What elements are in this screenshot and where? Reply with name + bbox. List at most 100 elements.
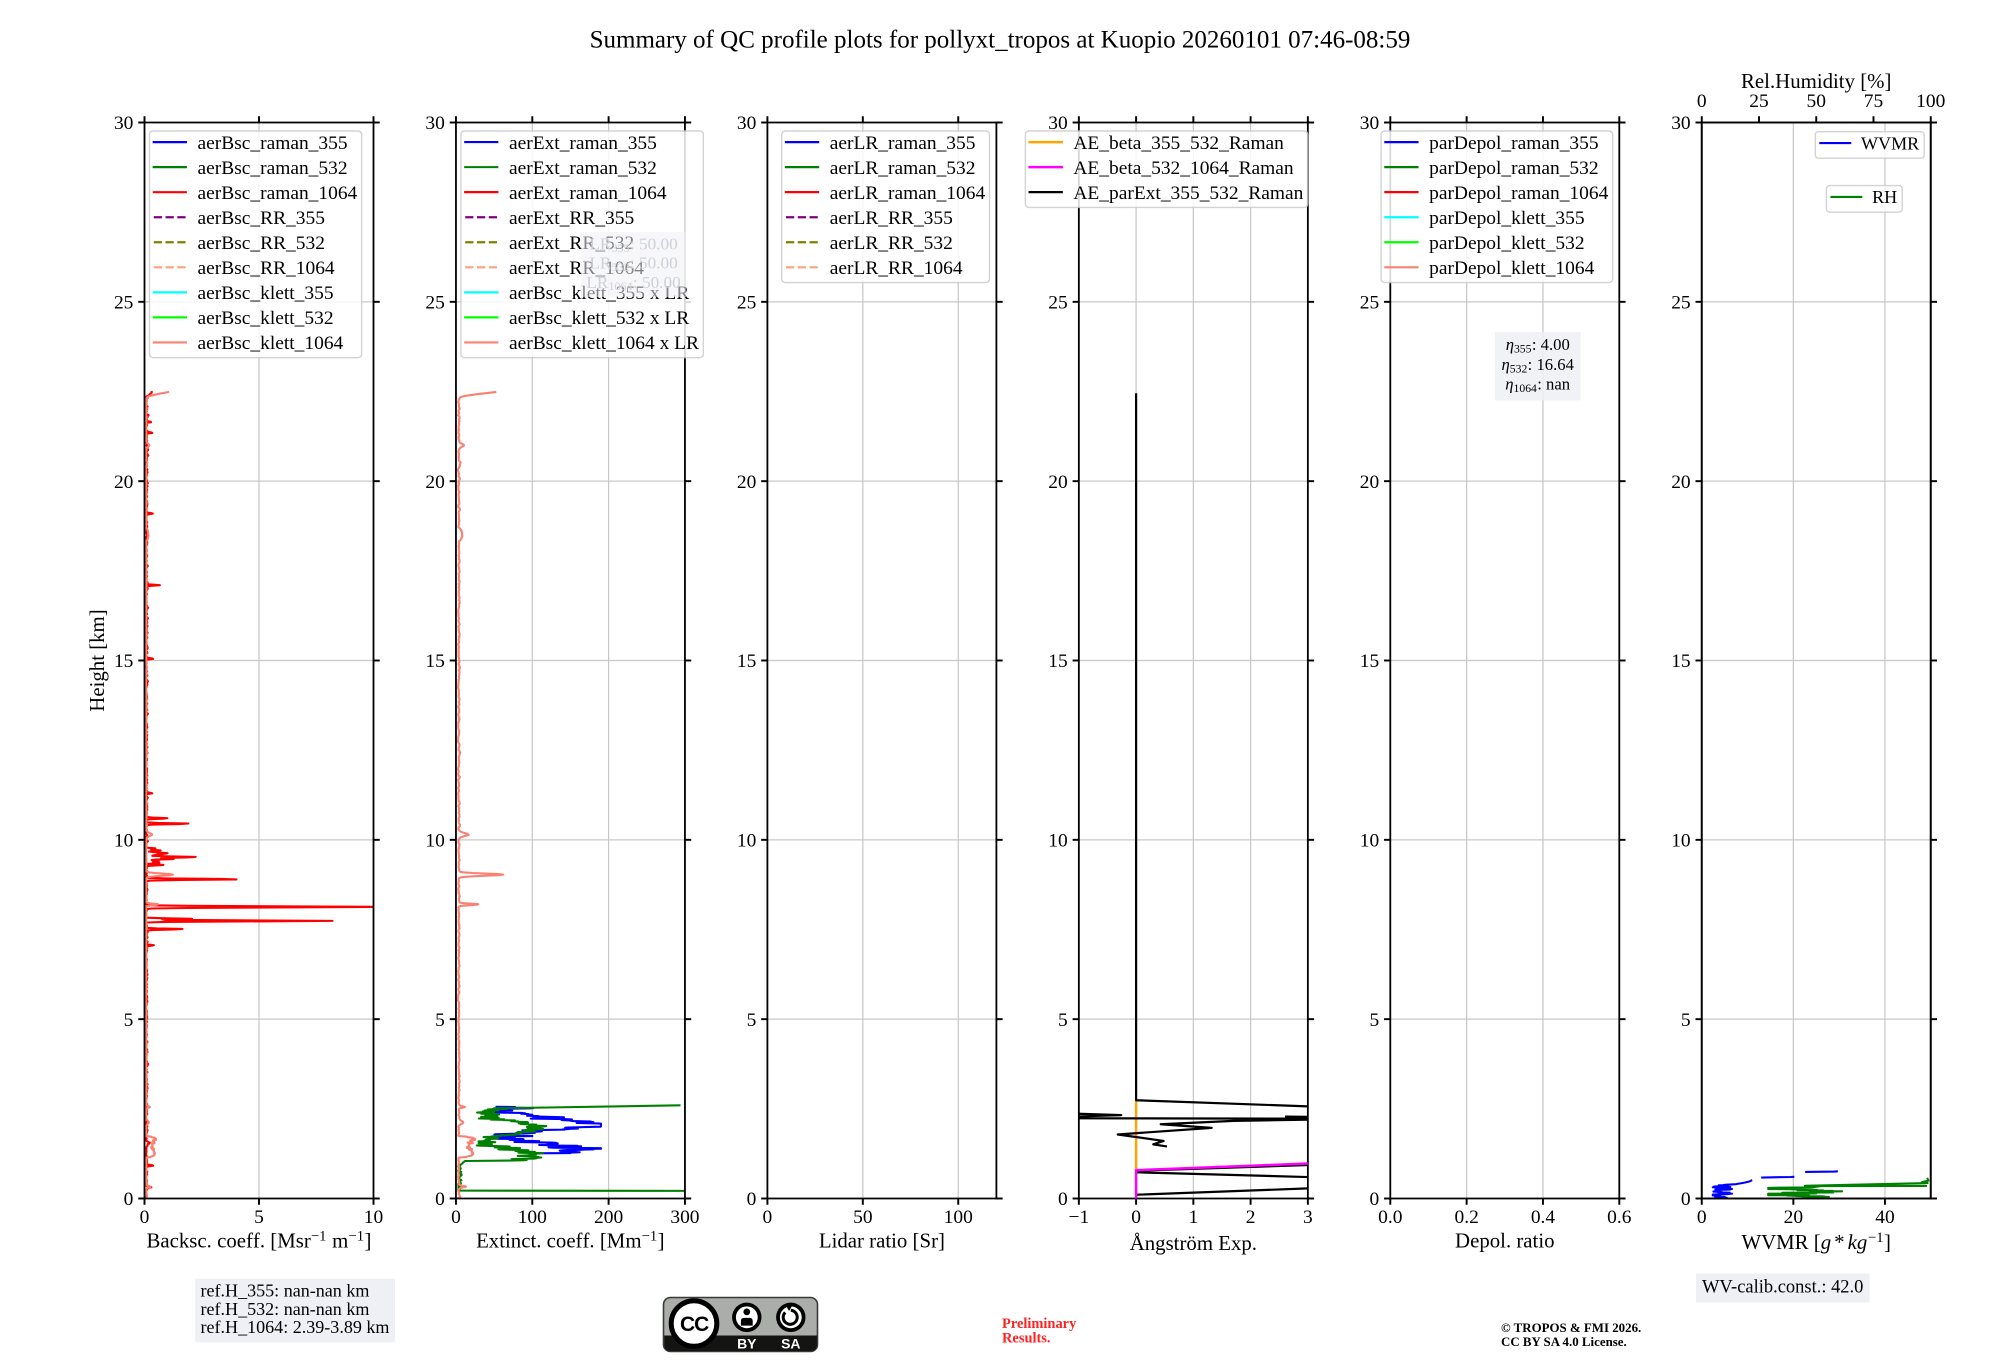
svg-text:Lidar ratio [Sr]: Lidar ratio [Sr] xyxy=(819,1228,945,1252)
svg-text:30: 30 xyxy=(1671,113,1690,134)
svg-text:0: 0 xyxy=(763,1207,773,1228)
svg-text:parDepol_klett_1064: parDepol_klett_1064 xyxy=(1429,258,1594,279)
svg-text:10: 10 xyxy=(737,831,756,852)
svg-text:parDepol_raman_355: parDepol_raman_355 xyxy=(1429,133,1598,154)
svg-text:η 5 3 2: η 5 3 2 : 1 6 . 6 4 xyxy=(1502,350,1575,377)
svg-text:WVMR: WVMR xyxy=(1861,133,1920,153)
svg-text:η 1 0 6: η 1 0 6 4 : n a n xyxy=(1505,370,1571,397)
svg-text:25: 25 xyxy=(1360,293,1379,314)
svg-text:10: 10 xyxy=(1360,831,1379,852)
svg-text:300: 300 xyxy=(670,1207,699,1228)
svg-text:Rel.Humidity [%]: Rel.Humidity [%] xyxy=(1741,69,1891,93)
svg-text:25: 25 xyxy=(425,293,444,314)
svg-text:20: 20 xyxy=(1671,472,1690,493)
svg-text:CC: CC xyxy=(680,1313,709,1336)
svg-text:20: 20 xyxy=(1360,472,1379,493)
svg-text:ref.H_355: nan-nan km: ref.H_355: nan-nan km xyxy=(201,1281,370,1301)
svg-text:aerBsc_klett_355: aerBsc_klett_355 xyxy=(198,283,334,304)
svg-text:15: 15 xyxy=(1360,651,1379,672)
svg-text:0: 0 xyxy=(1681,1189,1691,1210)
svg-text:0: 0 xyxy=(451,1207,461,1228)
svg-text:−1: −1 xyxy=(1069,1207,1090,1228)
svg-text:Summary of QC profile plots fo: Summary of QC profile plots for pollyxt_… xyxy=(590,27,1411,54)
svg-text:1: 1 xyxy=(1188,1207,1198,1228)
svg-text:0.0: 0.0 xyxy=(1378,1207,1402,1228)
svg-text:30: 30 xyxy=(425,113,444,134)
svg-text:© TROPOS & FMI 2026.: © TROPOS & FMI 2026. xyxy=(1501,1320,1641,1335)
svg-text:Height [km]: Height [km] xyxy=(85,609,109,711)
svg-text:15: 15 xyxy=(737,651,756,672)
svg-text:aerLR_raman_532: aerLR_raman_532 xyxy=(830,158,976,179)
svg-text:25: 25 xyxy=(114,293,133,314)
svg-text:aerLR_RR_532: aerLR_RR_532 xyxy=(830,233,953,254)
svg-text:aerBsc_raman_1064: aerBsc_raman_1064 xyxy=(198,183,358,204)
svg-text:100: 100 xyxy=(1916,91,1945,112)
svg-text:20: 20 xyxy=(114,472,133,493)
svg-text:aerBsc_klett_1064: aerBsc_klett_1064 xyxy=(198,333,344,354)
svg-text:ref.H_532: nan-nan km: ref.H_532: nan-nan km xyxy=(201,1299,370,1319)
svg-text:L R :: L R : 5 0 . 0 0 5 3 2 xyxy=(589,249,683,276)
svg-text:3: 3 xyxy=(1303,1207,1313,1228)
svg-text:0: 0 xyxy=(1058,1189,1068,1210)
svg-text:40: 40 xyxy=(1875,1207,1894,1228)
svg-text:Ångström Exp.: Ångström Exp. xyxy=(1130,1231,1257,1255)
svg-text:20: 20 xyxy=(425,472,444,493)
svg-text:5: 5 xyxy=(254,1207,264,1228)
svg-text:50: 50 xyxy=(1807,91,1826,112)
svg-text:L R :: L R : 5 0 . 0 0 1 0 6 4 xyxy=(586,268,686,295)
svg-text:25: 25 xyxy=(1671,293,1690,314)
svg-text:CC BY SA 4.0 License.: CC BY SA 4.0 License. xyxy=(1501,1334,1627,1349)
svg-text:Preliminary: Preliminary xyxy=(1002,1316,1077,1332)
svg-text:AE_beta_355_532_Raman: AE_beta_355_532_Raman xyxy=(1073,133,1284,154)
svg-text:RH: RH xyxy=(1872,187,1897,207)
svg-text:Results.: Results. xyxy=(1002,1330,1051,1346)
svg-text:2: 2 xyxy=(1246,1207,1256,1228)
svg-text:aerBsc_klett_532: aerBsc_klett_532 xyxy=(198,308,334,329)
svg-text:aerBsc_raman_355: aerBsc_raman_355 xyxy=(198,133,348,154)
svg-text:aerExt_raman_1064: aerExt_raman_1064 xyxy=(509,183,667,204)
svg-text:0.6: 0.6 xyxy=(1607,1207,1632,1228)
svg-text:15: 15 xyxy=(114,651,133,672)
svg-text:aerLR_raman_1064: aerLR_raman_1064 xyxy=(830,183,986,204)
svg-text:0.4: 0.4 xyxy=(1531,1207,1556,1228)
svg-text:10: 10 xyxy=(1671,831,1690,852)
svg-text:η 3 5 5: η 3 5 5 : 4 . 0 0 xyxy=(1506,330,1570,357)
svg-text:parDepol_klett_532: parDepol_klett_532 xyxy=(1429,233,1584,254)
svg-text:15: 15 xyxy=(1671,651,1690,672)
svg-text:aerLR_raman_355: aerLR_raman_355 xyxy=(830,133,976,154)
svg-text:0.2: 0.2 xyxy=(1454,1207,1478,1228)
svg-text:10: 10 xyxy=(114,831,133,852)
svg-text:0: 0 xyxy=(1369,1189,1379,1210)
svg-text:5: 5 xyxy=(747,1010,757,1031)
svg-text:aerExt_RR_355: aerExt_RR_355 xyxy=(509,208,634,229)
svg-text:5: 5 xyxy=(1058,1010,1068,1031)
svg-text:parDepol_klett_355: parDepol_klett_355 xyxy=(1429,208,1584,229)
svg-text:5: 5 xyxy=(124,1010,134,1031)
svg-text:75: 75 xyxy=(1864,91,1883,112)
svg-text:BY: BY xyxy=(737,1336,757,1352)
svg-text:0: 0 xyxy=(1697,1207,1707,1228)
svg-text:30: 30 xyxy=(1048,113,1067,134)
svg-text:5: 5 xyxy=(1369,1010,1379,1031)
svg-text:15: 15 xyxy=(425,651,444,672)
svg-text:E x t i: E x t i n c t . c o e f f . [ M m ] − 1 xyxy=(476,1221,670,1253)
svg-text:5: 5 xyxy=(1681,1010,1691,1031)
svg-text:20: 20 xyxy=(1784,1207,1803,1228)
svg-text:parDepol_raman_532: parDepol_raman_532 xyxy=(1429,158,1598,179)
svg-text:25: 25 xyxy=(737,293,756,314)
svg-text:Depol. ratio: Depol. ratio xyxy=(1455,1228,1554,1252)
svg-text:30: 30 xyxy=(737,113,756,134)
svg-text:0: 0 xyxy=(140,1207,150,1228)
svg-text:aerBsc_RR_1064: aerBsc_RR_1064 xyxy=(198,258,335,279)
svg-text:B a c k: B a c k s c . c o e f f . [ M s r m ] − xyxy=(147,1221,378,1253)
svg-text:10: 10 xyxy=(425,831,444,852)
svg-text:aerBsc_klett_532 x LR: aerBsc_klett_532 x LR xyxy=(509,308,689,329)
svg-text:200: 200 xyxy=(594,1207,623,1228)
svg-text:aerBsc_klett_1064 x LR: aerBsc_klett_1064 x LR xyxy=(509,333,699,354)
svg-text:100: 100 xyxy=(518,1207,547,1228)
svg-text:10: 10 xyxy=(1048,831,1067,852)
svg-text:50: 50 xyxy=(853,1207,872,1228)
svg-text:0: 0 xyxy=(747,1189,757,1210)
svg-text:0: 0 xyxy=(1131,1207,1141,1228)
svg-text:aerExt_raman_355: aerExt_raman_355 xyxy=(509,133,657,154)
